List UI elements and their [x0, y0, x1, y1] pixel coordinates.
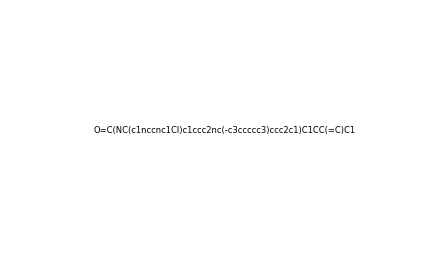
Text: O=C(NC(c1nccnc1Cl)c1ccc2nc(-c3ccccc3)ccc2c1)C1CC(=C)C1: O=C(NC(c1nccnc1Cl)c1ccc2nc(-c3ccccc3)ccc…	[94, 126, 355, 135]
